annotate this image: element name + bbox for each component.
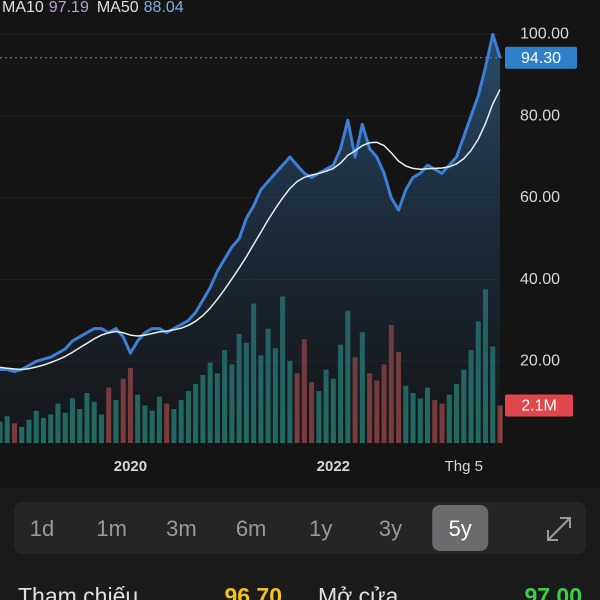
- stat-label: Tham chiếu: [18, 583, 138, 600]
- range-label: 1m: [96, 516, 127, 541]
- volume-label-box: [505, 394, 573, 417]
- range-label: 3y: [379, 516, 402, 541]
- range-button[interactable]: 3y: [379, 516, 402, 541]
- expand-glyph: [547, 517, 571, 541]
- range-button[interactable]: 1m: [96, 516, 127, 541]
- x-tick-label: 2020: [114, 458, 147, 475]
- range-button[interactable]: 3m: [166, 516, 197, 541]
- y-tick-label: 60.00: [520, 189, 560, 206]
- range-label: 1d: [30, 516, 54, 541]
- expand-icon[interactable]: [547, 517, 571, 541]
- y-tick-label: 20.00: [520, 353, 560, 370]
- range-button[interactable]: 6m: [236, 516, 267, 541]
- range-label: 5y: [449, 516, 472, 541]
- range-button[interactable]: 5y: [432, 505, 489, 551]
- current-price-label: 94.30: [521, 50, 561, 67]
- stat-label: Mở cửa: [318, 583, 399, 600]
- range-label: 6m: [236, 516, 267, 541]
- legend-value: 88.04: [144, 0, 184, 16]
- legend-value: 97.19: [49, 0, 89, 16]
- range-label: 1y: [309, 516, 332, 541]
- y-tick-label: 100.00: [520, 26, 569, 43]
- range-button-selected: [432, 505, 489, 551]
- y-tick-label: 40.00: [520, 271, 560, 288]
- x-tick-label: Thg 5: [445, 458, 483, 475]
- ma-line: [0, 89, 501, 371]
- legend-name: MA10: [2, 0, 44, 16]
- y-tick-label: 80.00: [520, 107, 560, 124]
- range-label: 3m: [166, 516, 197, 541]
- range-button[interactable]: 1d: [30, 516, 54, 541]
- price-line: [0, 32, 502, 373]
- legend-name: MA50: [97, 0, 139, 16]
- price-area: [0, 34, 500, 444]
- range-button[interactable]: 1y: [309, 516, 332, 541]
- stat-value: 96.70: [224, 583, 282, 600]
- volume-label: 2.1M: [521, 398, 557, 415]
- x-tick-label: 2022: [317, 458, 350, 475]
- current-price-box: [505, 46, 577, 69]
- stat-value: 97.00: [524, 583, 582, 600]
